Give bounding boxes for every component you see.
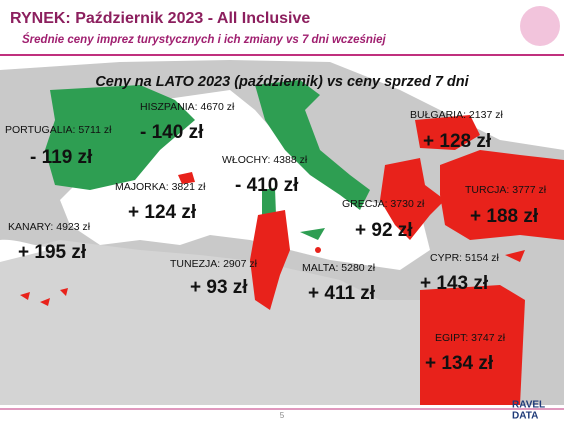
destination-label: MAJORKA: 3821 zł (115, 181, 206, 193)
price-change: + 188 zł (470, 206, 539, 227)
destination-label: TUNEZJA: 2907 zł (170, 258, 258, 270)
map (0, 60, 564, 408)
subtitle: Średnie ceny imprez turystycznych i ich … (22, 33, 386, 46)
price-change: - 410 zł (235, 175, 299, 196)
destination-label: MALTA: 5280 zł (302, 262, 376, 274)
price-change: + 128 zł (423, 131, 492, 152)
logo-globe (520, 6, 560, 46)
destination-label: GRECJA: 3730 zł (342, 198, 425, 210)
price-change: - 140 zł (140, 122, 204, 143)
price-change: + 134 zł (425, 353, 494, 374)
destination-label: WŁOCHY: 4388 zł (222, 154, 308, 166)
price-change: - 119 zł (30, 147, 93, 168)
destination-label: BUŁGARIA: 2137 zł (410, 109, 503, 121)
price-change: + 195 zł (18, 242, 87, 263)
destination-label: EGIPT: 3747 zł (435, 332, 506, 344)
destination-label: PORTUGALIA: 5711 zł (5, 124, 112, 136)
price-change: + 92 zł (355, 220, 413, 241)
page-number: 5 (280, 411, 285, 420)
price-change: + 143 zł (420, 273, 489, 294)
price-change: + 124 zł (128, 202, 197, 223)
price-change: + 411 zł (308, 283, 376, 304)
labels: PORTUGALIA: 5711 zł - 119 zł HISZPANIA: 46… (5, 101, 547, 374)
map-title: Ceny na LATO 2023 (październik) vs ceny … (95, 74, 469, 90)
destination-label: TURCJA: 3777 zł (465, 184, 547, 196)
destination-label: CYPR: 5154 zł (430, 252, 500, 264)
destination-label: HISZPANIA: 4670 zł (140, 101, 235, 113)
destination-label: KANARY: 4923 zł (8, 221, 91, 233)
logo-text: RAVEL (512, 400, 545, 411)
title: RYNEK: Październik 2023 - All Inclusive (10, 10, 310, 27)
price-change: + 93 zł (190, 277, 248, 298)
logo-text: DATA (512, 411, 538, 422)
